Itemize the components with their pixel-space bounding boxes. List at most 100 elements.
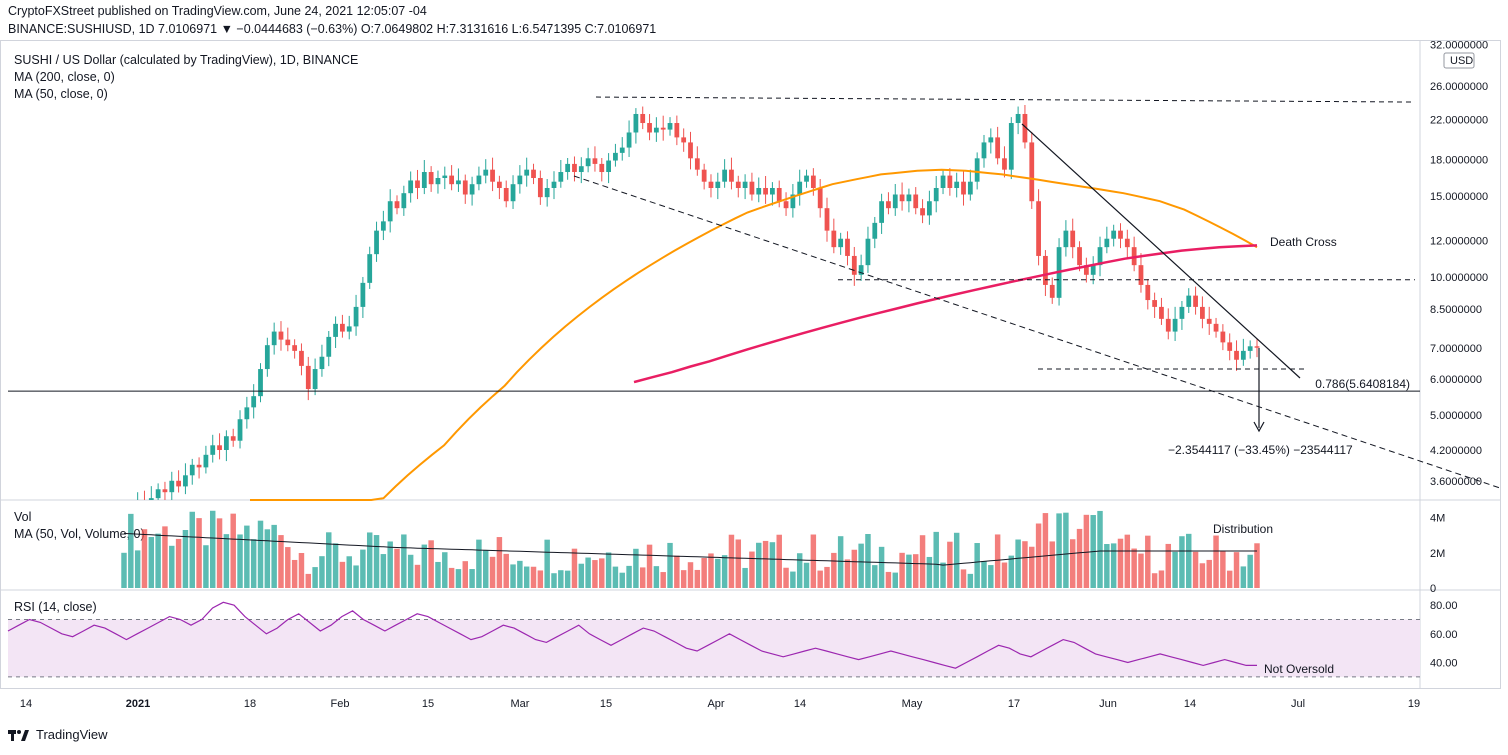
volume-bar [1001, 562, 1008, 588]
volume-bar [1158, 570, 1165, 588]
candle-body [838, 238, 844, 248]
candle-body [271, 331, 277, 346]
candle-body [619, 147, 625, 153]
rsi-band [8, 619, 1420, 677]
time-tick-label: 2021 [126, 698, 150, 710]
candle-body [258, 369, 263, 397]
price-tick-label: 8.5000000 [1430, 304, 1482, 316]
volume-bar [885, 571, 892, 588]
candle-body [1200, 306, 1205, 319]
volume-bar [387, 541, 393, 588]
volume-bar [1220, 550, 1226, 588]
candle-body [1172, 318, 1178, 332]
price-tick-label: 3.6000000 [1430, 476, 1482, 488]
rsi-tick-label: 40.00 [1430, 658, 1458, 670]
volume-bar [913, 554, 919, 588]
volume-bar [175, 538, 182, 588]
volume-bar [182, 530, 189, 588]
volume-bar [510, 564, 516, 588]
candle-body [940, 175, 946, 188]
price-tick-label: 10.0000000 [1430, 272, 1488, 284]
candle-body [872, 222, 878, 239]
candle-body [155, 489, 161, 499]
candle-body [415, 180, 420, 188]
volume-bar [571, 548, 578, 588]
candle-body [1002, 158, 1007, 170]
volume-bar [994, 534, 1001, 588]
volume-bar [209, 510, 216, 588]
candle-body [360, 282, 366, 307]
candle-body [660, 127, 666, 130]
candle-body [217, 445, 222, 450]
volume-legend[interactable]: Vol [14, 510, 32, 524]
candle-body [606, 160, 611, 173]
volume-bar [639, 567, 646, 588]
descending-trendline [1021, 123, 1301, 379]
candle-body [1008, 123, 1014, 170]
volume-tick-label: 2M [1430, 548, 1445, 560]
volume-bar [455, 569, 462, 588]
volume-bar [530, 566, 537, 588]
candle-body [1036, 201, 1041, 256]
volume-bar [1008, 555, 1015, 588]
candle-body [442, 175, 448, 179]
candle-body [189, 464, 195, 476]
candle-body [237, 419, 243, 441]
volume-bar [680, 570, 687, 588]
candle-body [305, 365, 311, 390]
time-tick-label: 14 [794, 698, 806, 710]
symbol-title[interactable]: SUSHI / US Dollar (calculated by Trading… [14, 53, 359, 67]
candle-body [176, 480, 181, 487]
volume-bar [141, 529, 148, 588]
candle-body [735, 181, 741, 188]
candle-body [1118, 230, 1123, 239]
volume-bar [1247, 554, 1253, 588]
volume-bar [544, 539, 550, 588]
volume-bar [1042, 513, 1049, 588]
volume-bar [817, 570, 823, 588]
volume-bar [967, 573, 974, 588]
volume-bar [155, 533, 161, 588]
volume-bar [858, 543, 864, 588]
volume-bar [721, 555, 728, 588]
candle-body [640, 113, 646, 124]
candle-body [435, 178, 441, 185]
volume-tick-label: 4M [1430, 513, 1445, 525]
candle-body [251, 396, 257, 408]
volume-bar [831, 552, 837, 588]
rsi-line [7, 601, 1257, 669]
price-tick-label: 4.2000000 [1430, 445, 1482, 457]
candle-body [947, 175, 953, 188]
candle-body [783, 201, 789, 209]
volume-bar [728, 534, 735, 588]
volume-bar [1083, 514, 1090, 588]
ma200-legend[interactable]: MA (200, close, 0) [14, 70, 115, 84]
time-tick-label: 18 [244, 698, 256, 710]
volume-ma-legend[interactable]: MA (50, Vol, Volume, 0) [14, 527, 145, 541]
volume-bar [312, 567, 318, 588]
rsi-legend[interactable]: RSI (14, close) [14, 600, 97, 614]
volume-bar [476, 539, 482, 588]
candle-body [312, 369, 318, 390]
candle-body [810, 175, 816, 188]
volume-bar [448, 567, 455, 588]
volume-bar [715, 558, 721, 588]
drawings: Death Cross 0.786(5.6408184) −2.3544117 (−… [8, 96, 1501, 676]
candle-body [1247, 346, 1253, 351]
candle-body [558, 172, 564, 182]
candle-body [1179, 306, 1185, 319]
volume-bar [865, 533, 871, 588]
candle-body [1097, 247, 1103, 266]
volume-bar [892, 572, 898, 588]
footer[interactable]: TradingView [8, 727, 108, 742]
volume-bar [1110, 543, 1117, 588]
candle-body [483, 169, 489, 176]
volume-bar [435, 561, 441, 588]
candle-body [633, 113, 639, 133]
ma50-legend[interactable]: MA (50, close, 0) [14, 87, 108, 101]
time-tick-label: 14 [1184, 698, 1196, 710]
candle-body [647, 123, 652, 133]
volume-bar [742, 567, 748, 588]
volume-bar [1165, 543, 1172, 588]
